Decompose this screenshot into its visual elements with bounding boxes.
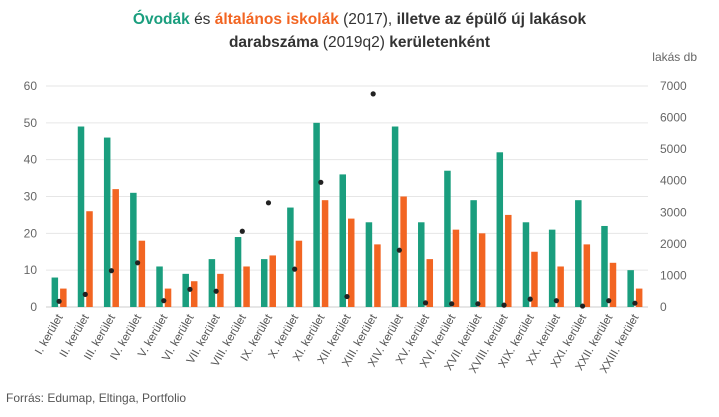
title-year: (2017), [343,11,393,28]
bar-iskola [269,255,276,307]
dot-lakas [370,91,376,97]
bar-ovoda [182,273,189,307]
dot-lakas [82,291,88,297]
title-lakasok: illetve az épülő új lakások [396,11,587,28]
bar-iskola [138,240,146,307]
title-es: és [194,11,211,28]
bar-ovoda [77,126,85,308]
bar-iskola [478,233,486,307]
source-note: Forrás: Edumap, Eltinga, Portfolio [6,391,187,405]
dot-lakas [213,288,219,294]
bar-iskola [635,288,643,307]
right-tick-label: 1000 [660,268,687,282]
bar-ovoda [234,237,242,307]
bar-iskola [164,288,172,307]
bar-ovoda [260,259,268,307]
bar-ovoda [522,222,530,307]
bar-ovoda [287,207,294,307]
bar-iskola [531,251,538,307]
bar-iskola [583,244,591,307]
bar-ovoda [575,200,582,307]
bar-iskola [217,273,224,307]
bar-iskola [243,266,250,307]
dot-lakas [187,286,193,292]
title-quarter: (2019q2) [322,34,385,51]
dot-lakas [606,298,612,304]
title-iskolak: általános iskolák [214,11,339,28]
title-keruletenkent: kerületenként [389,34,491,51]
title-darabszama: darabszáma [228,34,319,51]
dot-lakas [318,179,324,185]
bar-iskola [374,244,381,307]
bar-ovoda [470,200,477,307]
dot-lakas [527,296,533,302]
dot-lakas [579,303,586,309]
title-ovodak: Óvodák [132,11,190,28]
dot-lakas [475,301,481,307]
dot-lakas [501,302,507,308]
left-tick-label: 20 [24,226,38,240]
bar-iskola [505,214,512,307]
dot-lakas [239,228,245,234]
left-tick-label: 0 [30,300,37,314]
right-tick-label: 6000 [660,111,687,125]
bar-ovoda [103,137,111,307]
bar-ovoda [339,174,346,307]
left-tick-label: 40 [24,153,38,167]
dot-lakas [344,293,350,300]
dot-lakas [422,300,429,306]
chart-title: Óvodák és általános iskolák (2017), ille… [0,8,719,54]
dot-lakas [632,300,638,306]
bar-ovoda [365,222,373,307]
right-tick-label: 2000 [660,237,687,251]
dot-lakas [449,301,455,307]
bar-iskola [190,281,198,307]
bar-iskola [452,229,460,307]
bar-iskola [86,211,93,307]
bar-ovoda [51,277,59,307]
bar-iskola [348,218,355,307]
bar-ovoda [130,192,137,307]
bar-iskola [557,266,564,307]
bar-iskola [609,262,617,307]
right-tick-label: 3000 [660,205,687,219]
dot-lakas [265,200,272,206]
bar-ovoda [444,170,451,307]
dot-lakas [56,298,62,304]
dot-lakas [161,298,167,304]
bar-ovoda [391,126,399,308]
right-tick-label: 0 [660,300,667,314]
bar-iskola [295,240,303,307]
left-tick-label: 50 [24,116,38,130]
right-tick-label: 4000 [660,174,687,188]
bar-iskola [426,259,434,307]
bar-iskola [400,196,407,307]
left-tick-label: 60 [24,79,38,93]
dot-lakas [292,266,298,272]
left-tick-label: 10 [24,263,38,277]
bar-ovoda [627,270,634,307]
bar-ovoda [156,266,163,307]
right-tick-label: 7000 [660,79,687,93]
left-tick-label: 30 [24,190,38,204]
dot-lakas [135,260,141,266]
bar-iskola [112,189,119,307]
bar-ovoda [496,152,504,307]
bar-ovoda [548,229,556,307]
dot-lakas [108,268,115,274]
bar-ovoda [418,222,425,307]
right-axis-label: lakás db [652,50,697,64]
bar-ovoda [313,122,320,307]
bar-iskola [60,288,67,307]
dot-lakas [396,247,402,253]
bar-ovoda [208,259,216,307]
bar-ovoda [601,225,608,307]
bar-iskola [321,200,329,307]
dot-lakas [553,298,559,304]
right-tick-label: 5000 [660,142,687,156]
